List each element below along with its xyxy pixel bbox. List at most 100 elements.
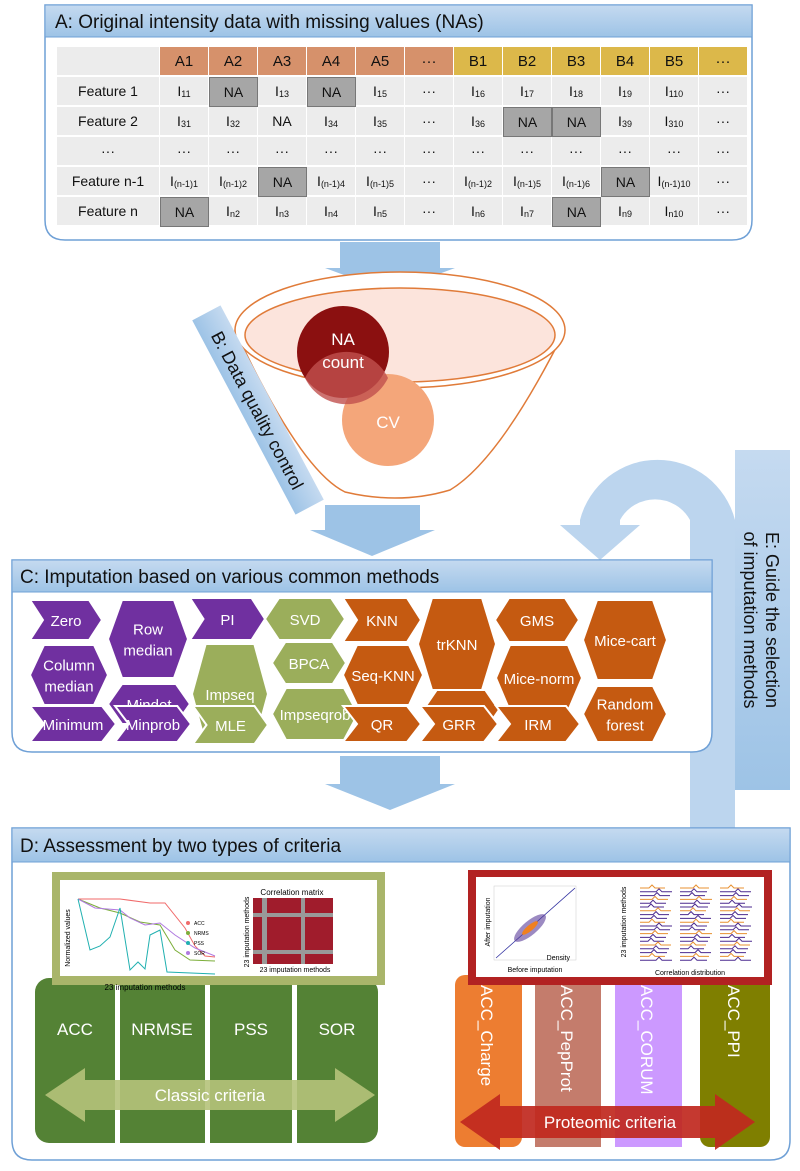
cell-subscript: 110 bbox=[668, 89, 684, 99]
intensity-cell: I (n-1)10 bbox=[650, 167, 699, 197]
column-header: B5 bbox=[650, 47, 699, 77]
intensity-cell: I 11 bbox=[160, 77, 209, 107]
ridge-line bbox=[720, 884, 744, 889]
cell-value: I bbox=[275, 203, 279, 219]
method-label: SVD bbox=[290, 612, 321, 629]
criterion-sor: SOR bbox=[319, 1020, 356, 1039]
ridge-line bbox=[720, 937, 752, 942]
ridge-line bbox=[640, 895, 668, 900]
missing-value-cell: NA bbox=[552, 107, 601, 137]
cell-value: I bbox=[513, 173, 517, 189]
cell-subscript: 310 bbox=[668, 119, 684, 129]
cell-value: I bbox=[177, 83, 182, 99]
missing-value-cell: NA bbox=[258, 107, 307, 137]
method-label: GMS bbox=[520, 613, 554, 630]
legend-pss: PSS bbox=[194, 941, 205, 947]
method-hexagon bbox=[270, 641, 348, 685]
ridge-line bbox=[640, 945, 669, 950]
cell-subscript: (n-1)1 bbox=[173, 179, 198, 189]
cell-value: ··· bbox=[667, 143, 681, 159]
intensity-cell: ··· bbox=[650, 137, 699, 167]
cell-value: NA bbox=[517, 114, 538, 130]
ridge-line bbox=[680, 907, 706, 912]
proteomic-criteria-label: Proteomic criteria bbox=[544, 1113, 677, 1132]
cell-value: ··· bbox=[716, 83, 730, 99]
method-hexagon bbox=[493, 705, 582, 743]
method-label: Seq-KNN bbox=[351, 668, 414, 685]
method-hexagon bbox=[263, 597, 347, 641]
ridge-line bbox=[680, 952, 709, 957]
cell-subscript: 13 bbox=[278, 89, 289, 99]
method-label: forest bbox=[606, 718, 644, 735]
intensity-cell: I (n-1)6 bbox=[552, 167, 601, 197]
cell-value: ··· bbox=[618, 143, 632, 159]
cell-value: ··· bbox=[422, 83, 436, 99]
cell-subscript: n5 bbox=[376, 209, 387, 219]
ridge-line bbox=[640, 884, 665, 889]
cell-subscript: (n-1)4 bbox=[320, 179, 345, 189]
column-header: ··· bbox=[405, 47, 454, 77]
method-label: trKNN bbox=[437, 637, 478, 654]
intensity-cell: ··· bbox=[454, 137, 503, 167]
method-label: BPCA bbox=[289, 656, 330, 673]
scatter-ylabel: After imputation bbox=[485, 897, 492, 946]
legend-nrms: NRMS bbox=[194, 931, 209, 937]
classic-criteria: ACC NRMSE PSS SOR Classic criteria bbox=[35, 978, 378, 1145]
criterion-acc-charge: ACC_Charge bbox=[477, 985, 496, 1086]
cell-value: I bbox=[618, 113, 622, 129]
cell-subscript: n3 bbox=[278, 209, 289, 219]
missing-value-cell: NA bbox=[307, 77, 356, 107]
cell-value: ··· bbox=[373, 143, 387, 159]
method-label: Minprob bbox=[126, 717, 180, 734]
cell-subscript: 17 bbox=[523, 89, 534, 99]
na-count-label: count bbox=[322, 353, 364, 372]
cell-value: NA bbox=[223, 84, 244, 100]
ridge-line bbox=[720, 941, 750, 946]
method-hexagon bbox=[112, 705, 193, 743]
ridge-line bbox=[640, 952, 665, 957]
cell-subscript: 19 bbox=[621, 89, 632, 99]
panel-d: D: Assessment by two types of criteria A… bbox=[11, 827, 791, 1161]
down-arrow-icon bbox=[325, 756, 455, 810]
intensity-cell: I (n-1)5 bbox=[503, 167, 552, 197]
cell-value: I bbox=[275, 83, 279, 99]
cell-value: I bbox=[618, 203, 622, 219]
missing-value-cell: NA bbox=[552, 197, 601, 227]
cell-subscript: n9 bbox=[621, 209, 632, 219]
method-label: Zero bbox=[51, 613, 82, 630]
intensity-cell: I (n-1)1 bbox=[160, 167, 209, 197]
column-header: A5 bbox=[356, 47, 405, 77]
cell-value: I bbox=[664, 113, 669, 129]
intensity-cell: ··· bbox=[405, 137, 454, 167]
intensity-cell: I 310 bbox=[650, 107, 699, 137]
intensity-cell: I 19 bbox=[601, 77, 650, 107]
cell-subscript: n2 bbox=[229, 209, 240, 219]
cell-value: NA bbox=[272, 113, 292, 129]
ridge-line bbox=[720, 956, 751, 961]
cell-value: ··· bbox=[226, 143, 240, 159]
method-label: IRM bbox=[524, 717, 552, 734]
cell-value: I bbox=[373, 83, 377, 99]
cell-value: I bbox=[373, 113, 377, 129]
ridge-line bbox=[680, 933, 710, 938]
ridge-line bbox=[720, 929, 747, 935]
cell-subscript: 16 bbox=[474, 89, 485, 99]
cv-label: CV bbox=[376, 413, 400, 432]
cell-value: NA bbox=[566, 114, 587, 130]
ridge-line bbox=[720, 952, 744, 957]
cell-value: ··· bbox=[716, 203, 730, 219]
method-hexagon bbox=[341, 597, 423, 643]
cell-value: NA bbox=[174, 204, 195, 220]
cell-value: I bbox=[657, 173, 662, 189]
cell-value: ··· bbox=[569, 143, 583, 159]
ridge-line bbox=[640, 929, 668, 935]
ridge-line bbox=[680, 884, 709, 889]
ridge-line bbox=[680, 918, 709, 923]
method-hexagon bbox=[27, 705, 118, 743]
ridge-line bbox=[640, 891, 670, 897]
cell-value: I bbox=[317, 173, 321, 189]
row-label: ··· bbox=[57, 137, 160, 167]
